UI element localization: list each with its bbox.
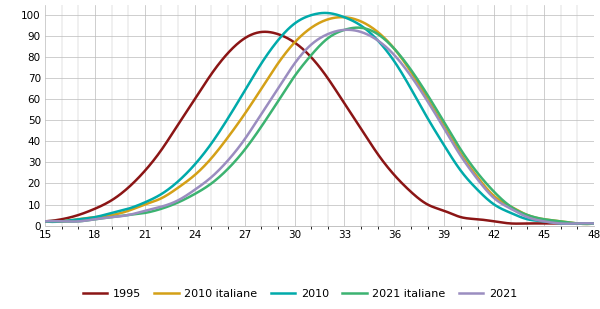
2021 [139,210,146,214]
1995 [41,219,49,223]
2021 italiane [139,212,146,215]
2021 italiane [182,197,190,201]
1995 [366,140,373,144]
2021 [409,77,416,80]
1995 [409,192,416,195]
1995 [590,222,598,225]
2010 italiane [366,24,373,28]
1995 [182,111,190,114]
Line: 1995: 1995 [45,32,594,224]
1995 [290,40,298,44]
2021 [366,34,373,37]
2010 [290,23,297,26]
2021 [455,152,463,155]
2021 italiane [583,222,590,226]
2010 italiane [139,204,146,207]
2010 [455,167,463,171]
2010 italiane [182,180,190,184]
2021 italiane [366,28,373,32]
2021 italiane [354,26,361,29]
2021 italiane [41,219,49,223]
1995 [455,215,463,218]
2021 [290,63,297,67]
2021 [182,194,190,197]
2010 italiane [409,73,416,76]
2021 [41,219,49,223]
2010 [366,30,373,34]
1995 [139,172,146,176]
2010 [41,219,49,223]
1995 [514,222,521,226]
2010 [590,222,598,225]
1995 [262,30,269,34]
2010 italiane [41,219,49,223]
Line: 2021 italiane: 2021 italiane [45,28,594,224]
2021 [344,28,351,32]
2010 [139,202,146,205]
2021 italiane [590,222,598,225]
Legend: 1995, 2010 italiane, 2010, 2021 italiane, 2021: 1995, 2010 italiane, 2010, 2021 italiane… [79,285,521,303]
2010 italiane [590,222,598,225]
2010 [182,172,190,176]
2010 italiane [583,222,590,226]
Line: 2010: 2010 [45,13,594,224]
2021 italiane [455,146,463,149]
2021 [564,222,571,226]
2010 italiane [455,150,463,153]
2021 italiane [290,76,297,80]
2010 [409,90,416,93]
Line: 2010 italiane: 2010 italiane [45,17,594,224]
Line: 2021: 2021 [45,30,594,224]
2010 italiane [290,42,297,46]
2010 italiane [338,15,346,19]
2021 italiane [409,70,416,74]
2021 [590,222,598,225]
2010 [321,11,328,15]
2010 [564,222,571,226]
